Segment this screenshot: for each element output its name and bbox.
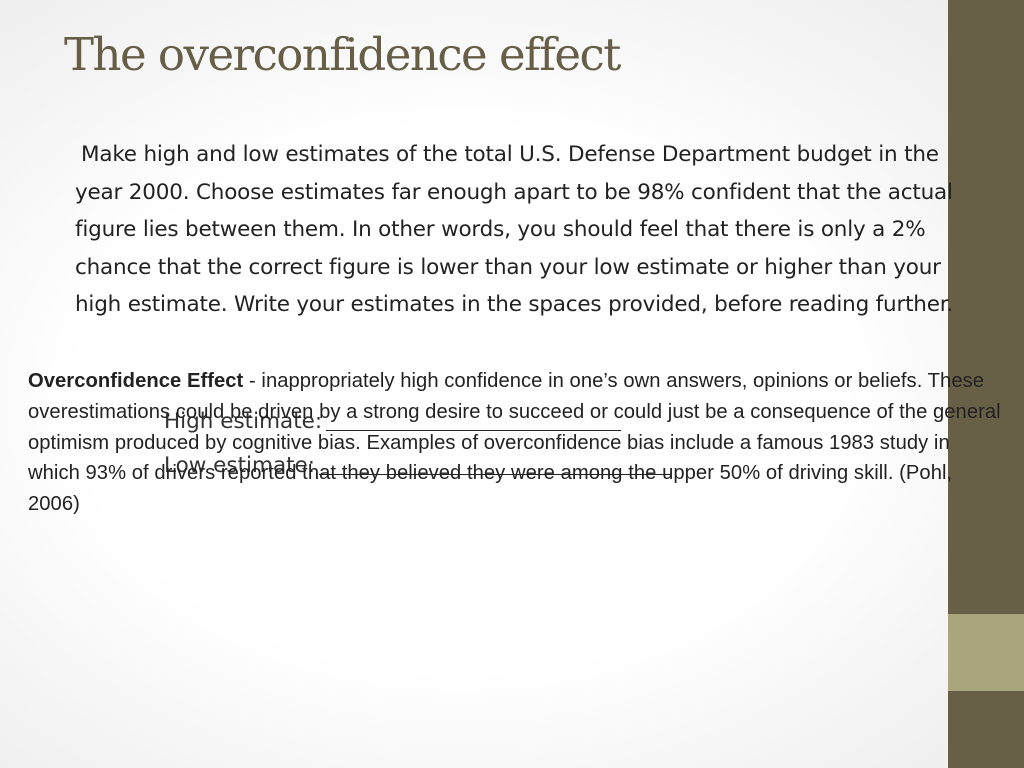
high-estimate-blank [326, 430, 622, 431]
low-estimate-row: Low estimate: [164, 453, 672, 478]
slide-body-text: Make high and low estimates of the total… [75, 136, 960, 324]
definition-overlay: Overconfidence Effect - inappropriately … [28, 366, 1003, 520]
slide-title: The overconfidence effect [64, 28, 621, 81]
definition-term: Overconfidence Effect [28, 370, 244, 392]
high-estimate-row: High estimate: [164, 409, 622, 434]
low-estimate-label: Low estimate: [164, 453, 316, 478]
low-estimate-blank [319, 474, 672, 475]
right-bar-accent-block [948, 614, 1024, 691]
high-estimate-label: High estimate: [164, 409, 323, 434]
instructions-text: Make high and low estimates of the total… [75, 142, 954, 317]
definition-text: - inappropriately high confidence in one… [28, 370, 1001, 516]
